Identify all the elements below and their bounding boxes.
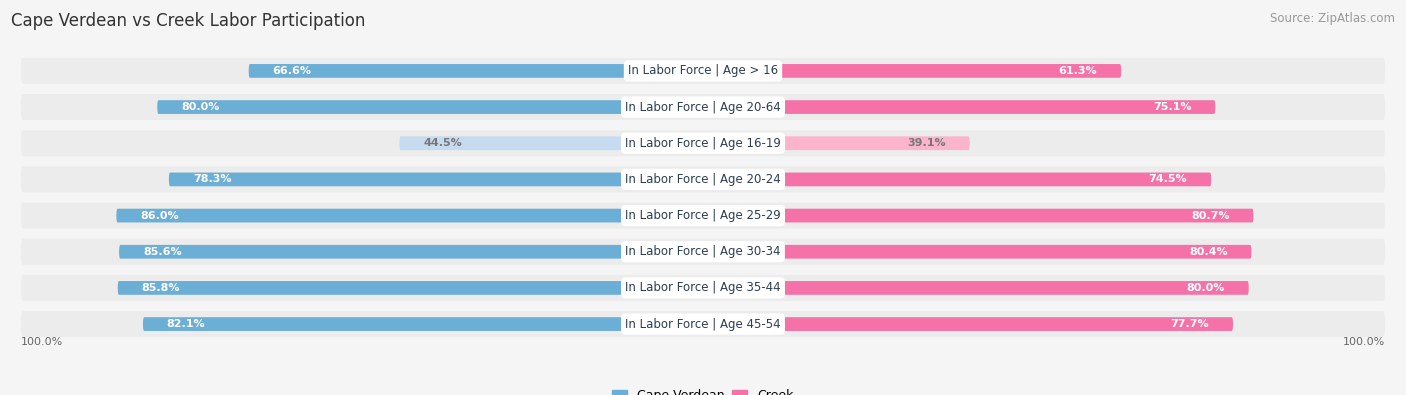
FancyBboxPatch shape [120, 245, 703, 259]
FancyBboxPatch shape [157, 100, 703, 114]
Text: In Labor Force | Age 20-24: In Labor Force | Age 20-24 [626, 173, 780, 186]
Text: 74.5%: 74.5% [1149, 175, 1187, 184]
FancyBboxPatch shape [118, 281, 703, 295]
Text: 61.3%: 61.3% [1059, 66, 1097, 76]
Text: 100.0%: 100.0% [1343, 337, 1385, 346]
FancyBboxPatch shape [21, 239, 1385, 265]
Text: 80.7%: 80.7% [1191, 211, 1230, 220]
Text: Source: ZipAtlas.com: Source: ZipAtlas.com [1270, 12, 1395, 25]
FancyBboxPatch shape [21, 311, 1385, 337]
Text: 80.0%: 80.0% [1187, 283, 1225, 293]
Text: In Labor Force | Age 30-34: In Labor Force | Age 30-34 [626, 245, 780, 258]
Text: In Labor Force | Age 35-44: In Labor Force | Age 35-44 [626, 281, 780, 294]
Text: In Labor Force | Age 45-54: In Labor Force | Age 45-54 [626, 318, 780, 331]
FancyBboxPatch shape [703, 173, 1211, 186]
Text: 80.0%: 80.0% [181, 102, 219, 112]
FancyBboxPatch shape [703, 209, 1254, 222]
Text: In Labor Force | Age > 16: In Labor Force | Age > 16 [628, 64, 778, 77]
FancyBboxPatch shape [21, 130, 1385, 156]
Text: 82.1%: 82.1% [167, 319, 205, 329]
FancyBboxPatch shape [21, 203, 1385, 229]
Text: 66.6%: 66.6% [273, 66, 312, 76]
Text: 100.0%: 100.0% [21, 337, 63, 346]
FancyBboxPatch shape [703, 64, 1121, 78]
FancyBboxPatch shape [703, 136, 970, 150]
FancyBboxPatch shape [117, 209, 703, 222]
Text: In Labor Force | Age 16-19: In Labor Force | Age 16-19 [626, 137, 780, 150]
FancyBboxPatch shape [169, 173, 703, 186]
Text: In Labor Force | Age 20-64: In Labor Force | Age 20-64 [626, 101, 780, 114]
FancyBboxPatch shape [21, 275, 1385, 301]
Text: 75.1%: 75.1% [1153, 102, 1191, 112]
FancyBboxPatch shape [21, 166, 1385, 192]
Text: In Labor Force | Age 25-29: In Labor Force | Age 25-29 [626, 209, 780, 222]
Text: 77.7%: 77.7% [1171, 319, 1209, 329]
FancyBboxPatch shape [703, 281, 1249, 295]
FancyBboxPatch shape [21, 58, 1385, 84]
Text: Cape Verdean vs Creek Labor Participation: Cape Verdean vs Creek Labor Participatio… [11, 12, 366, 30]
Text: 85.6%: 85.6% [143, 247, 181, 257]
Text: 44.5%: 44.5% [423, 138, 463, 148]
FancyBboxPatch shape [703, 317, 1233, 331]
FancyBboxPatch shape [143, 317, 703, 331]
FancyBboxPatch shape [399, 136, 703, 150]
Text: 86.0%: 86.0% [141, 211, 179, 220]
Text: 80.4%: 80.4% [1189, 247, 1227, 257]
FancyBboxPatch shape [21, 94, 1385, 120]
Text: 39.1%: 39.1% [907, 138, 946, 148]
Text: 85.8%: 85.8% [142, 283, 180, 293]
FancyBboxPatch shape [703, 100, 1215, 114]
FancyBboxPatch shape [703, 245, 1251, 259]
Text: 78.3%: 78.3% [193, 175, 231, 184]
Legend: Cape Verdean, Creek: Cape Verdean, Creek [607, 384, 799, 395]
FancyBboxPatch shape [249, 64, 703, 78]
